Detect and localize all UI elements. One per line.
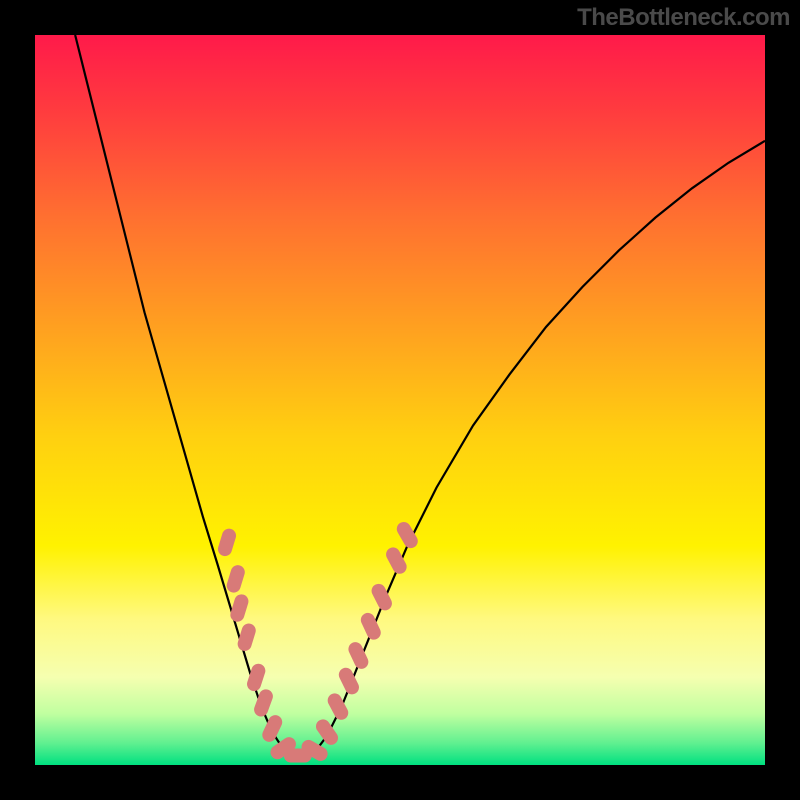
watermark-text: TheBottleneck.com: [577, 4, 790, 32]
chart-container: TheBottleneck.com: [0, 0, 800, 800]
chart-svg: [0, 0, 800, 800]
gradient-background: [35, 35, 765, 765]
